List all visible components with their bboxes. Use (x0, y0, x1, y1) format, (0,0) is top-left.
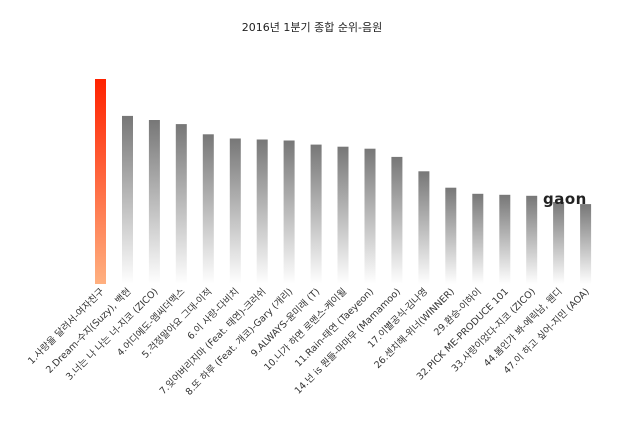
bar-7 (256, 139, 268, 284)
bar-11 (364, 148, 376, 284)
bar-17 (526, 195, 538, 284)
bar-1 (95, 79, 106, 284)
bar-3 (148, 120, 160, 284)
bar-18 (553, 202, 565, 284)
bar-15 (472, 193, 484, 284)
bar-12 (391, 156, 403, 284)
bar-16 (499, 194, 511, 284)
bar-13 (418, 171, 430, 285)
bar-10 (337, 146, 349, 284)
gaon-logo: gaon (543, 190, 587, 208)
bar-5 (202, 134, 214, 284)
bar-8 (283, 140, 295, 284)
bar-19 (580, 204, 592, 285)
bar-4 (175, 124, 187, 284)
x-tick-label: 29.환승-이하이 (431, 286, 484, 339)
chart-title: 2016년 1분기 종합 순위-음원 (241, 21, 383, 34)
bar-6 (229, 138, 241, 284)
bar-9 (310, 144, 322, 284)
bar-14 (445, 187, 457, 284)
bar-2 (122, 115, 133, 285)
